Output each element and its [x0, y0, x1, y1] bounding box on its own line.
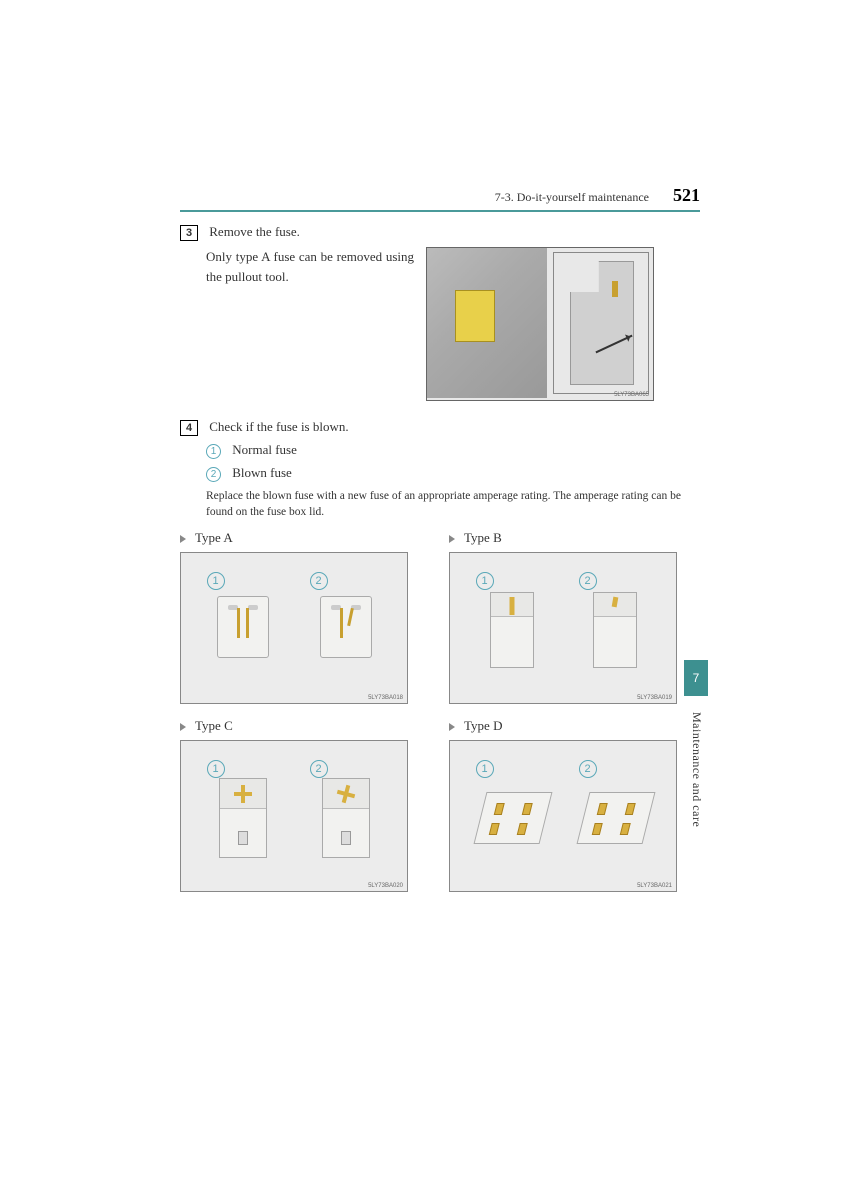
chapter-label: Maintenance and care: [689, 712, 704, 827]
fuse-b-body: [490, 592, 534, 668]
normal-fuse-label: Normal fuse: [232, 442, 297, 457]
fuse-b-blown: 2: [575, 578, 655, 678]
step-3: 3 Remove the fuse.: [180, 224, 700, 241]
type-c-text: Type C: [195, 718, 233, 733]
triangle-bullet-icon: [449, 723, 455, 731]
fuse-a-blown: 2: [306, 578, 386, 678]
fuse-d-normal: 1: [472, 766, 552, 866]
fuse-box-highlight: [455, 290, 495, 342]
type-b-label: Type B: [449, 530, 700, 546]
fuse-d-body: [473, 792, 552, 844]
fuse-d-body: [576, 792, 655, 844]
circled-1-icon: 1: [206, 444, 221, 459]
step-3-text: Only type A fuse can be removed using th…: [206, 247, 414, 401]
circled-1-icon: 1: [207, 572, 225, 590]
diagram-code: 5LY73BA021: [637, 883, 672, 889]
type-b-text: Type B: [464, 530, 502, 545]
triangle-bullet-icon: [180, 723, 186, 731]
chapter-tab: 7: [684, 660, 708, 696]
circled-1-icon: 1: [476, 572, 494, 590]
sub-item-blown: 2 Blown fuse: [206, 465, 700, 482]
fuse-b-body: [593, 592, 637, 668]
fuse-c-blown: 2: [306, 766, 386, 866]
diagram-code: 5LY73BA018: [368, 695, 403, 701]
step-3-content: Only type A fuse can be removed using th…: [206, 247, 700, 401]
page-content: 7-3. Do-it-yourself maintenance 521 3 Re…: [180, 185, 700, 892]
fuse-types-grid: Type A 1 2 5LY73BA018 Type B: [180, 530, 700, 892]
fuse-d-blown: 2: [575, 766, 655, 866]
diagram-code: 5LY73BA019: [637, 695, 672, 701]
circled-2-icon: 2: [579, 760, 597, 778]
fuse-contact: [612, 281, 618, 297]
circled-2-icon: 2: [310, 760, 328, 778]
fuse-removal-diagram: 5LY73BA065: [426, 247, 654, 401]
type-b-diagram: 1 2 5LY73BA019: [449, 552, 677, 704]
page-number: 521: [673, 185, 700, 206]
type-b-block: Type B 1 2 5LY73BA019: [449, 530, 700, 704]
fuse-a-normal: 1: [203, 578, 283, 678]
section-title: 7-3. Do-it-yourself maintenance: [495, 190, 649, 205]
page-header: 7-3. Do-it-yourself maintenance 521: [180, 185, 700, 212]
type-c-block: Type C 1 2 5LY73BA020: [180, 718, 431, 892]
type-a-diagram: 1 2 5LY73BA018: [180, 552, 408, 704]
sub-item-normal: 1 Normal fuse: [206, 442, 700, 459]
blown-fuse-label: Blown fuse: [232, 465, 292, 480]
triangle-bullet-icon: [449, 535, 455, 543]
triangle-bullet-icon: [180, 535, 186, 543]
circled-2-icon: 2: [310, 572, 328, 590]
fuse-c-body: [219, 778, 267, 858]
step-4-sublist: 1 Normal fuse 2 Blown fuse: [206, 442, 700, 482]
type-d-text: Type D: [464, 718, 502, 733]
type-d-diagram: 1 2 5LY73BA021: [449, 740, 677, 892]
fuse-callout-panel: [553, 252, 649, 394]
type-d-block: Type D 1 2 5LY73BA021: [449, 718, 700, 892]
fuse-c-body: [322, 778, 370, 858]
fuse-c-normal: 1: [203, 766, 283, 866]
fuse-wire-blown: [340, 608, 352, 638]
type-d-label: Type D: [449, 718, 700, 734]
type-a-label: Type A: [180, 530, 431, 546]
fuse-wire-normal: [237, 608, 249, 638]
step-number-box: 4: [180, 420, 198, 436]
circled-1-icon: 1: [476, 760, 494, 778]
type-a-block: Type A 1 2 5LY73BA018: [180, 530, 431, 704]
circled-1-icon: 1: [207, 760, 225, 778]
diagram-code: 5LY73BA065: [614, 392, 649, 398]
step-4-title: Check if the fuse is blown.: [209, 419, 348, 434]
circled-2-icon: 2: [206, 467, 221, 482]
diagram-code: 5LY73BA020: [368, 883, 403, 889]
step-number-box: 3: [180, 225, 198, 241]
step-4: 4 Check if the fuse is blown.: [180, 419, 700, 436]
step-3-title: Remove the fuse.: [209, 224, 300, 239]
fuse-outline: [570, 261, 634, 385]
type-a-text: Type A: [195, 530, 233, 545]
chapter-number: 7: [693, 671, 700, 685]
replacement-note: Replace the blown fuse with a new fuse o…: [206, 488, 700, 520]
type-c-diagram: 1 2 5LY73BA020: [180, 740, 408, 892]
circled-2-icon: 2: [579, 572, 597, 590]
type-c-label: Type C: [180, 718, 431, 734]
engine-bay-illustration: [427, 248, 547, 398]
fuse-b-normal: 1: [472, 578, 552, 678]
